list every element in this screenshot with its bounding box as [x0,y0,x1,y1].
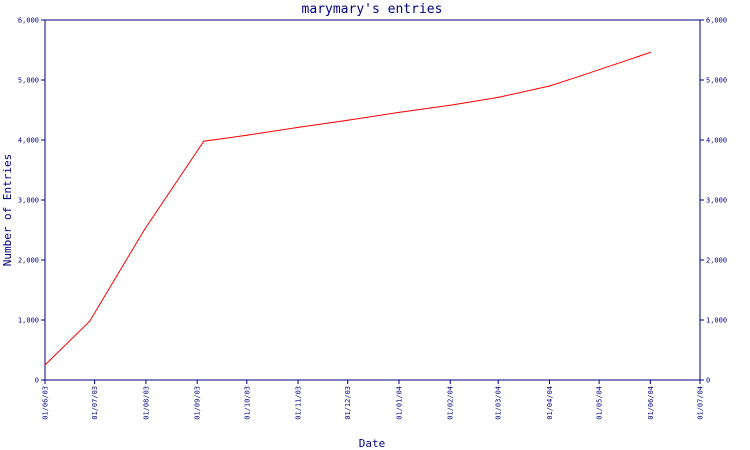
chart-title: marymary's entries [302,2,443,17]
x-tick-label: 01/06/03 [42,386,50,420]
y-tick-label-left: 3,000 [18,197,39,205]
y-tick-label-right: 6,000 [706,17,727,25]
x-tick-label: 01/02/04 [447,386,455,420]
y-tick-label-right: 5,000 [706,77,727,85]
data-point [89,320,91,322]
y-tick-label-right: 0 [706,377,710,385]
y-tick-label-right: 3,000 [706,197,727,205]
data-point [246,134,248,136]
data-point [143,229,145,231]
x-tick-label: 01/04/04 [546,386,554,420]
x-tick-label: 01/08/03 [142,386,150,420]
x-axis-label: Date [359,437,386,450]
data-point [347,119,349,121]
data-point [203,140,205,142]
x-tick-label: 01/09/03 [194,386,202,420]
data-point [297,126,299,128]
x-tick-label: 01/10/03 [243,386,251,420]
y-tick-label-left: 0 [35,377,39,385]
plot-frame [44,19,701,381]
series-line [44,51,651,366]
y-tick-label-right: 2,000 [706,257,727,265]
y-tick-label-left: 4,000 [18,137,39,145]
x-tick-label: 01/12/03 [344,386,352,420]
x-tick-label: 01/07/03 [91,386,99,420]
data-point [649,51,651,54]
y-tick-label-right: 1,000 [706,317,727,325]
x-tick-label: 01/06/04 [647,386,655,420]
data-point [548,85,551,87]
y-tick-label-left: 1,000 [18,317,39,325]
y-tick-label-left: 2,000 [18,257,39,265]
y-tick-label-left: 5,000 [18,77,39,85]
y-axis-label: Number of Entries [1,154,14,267]
data-point [580,75,582,77]
y-tick-label-right: 4,000 [706,137,727,145]
data-point [497,96,499,98]
data-point [398,111,400,113]
x-tick-label: 01/03/04 [495,386,503,420]
data-point [449,104,451,106]
x-tick-label: 01/05/04 [596,386,604,420]
x-tick-label: 01/01/04 [395,386,403,420]
x-tick-label: 01/11/03 [295,386,303,420]
y-tick-label-left: 6,000 [18,17,39,25]
data-point [44,364,46,366]
x-tick-label: 01/07/04 [697,386,705,420]
